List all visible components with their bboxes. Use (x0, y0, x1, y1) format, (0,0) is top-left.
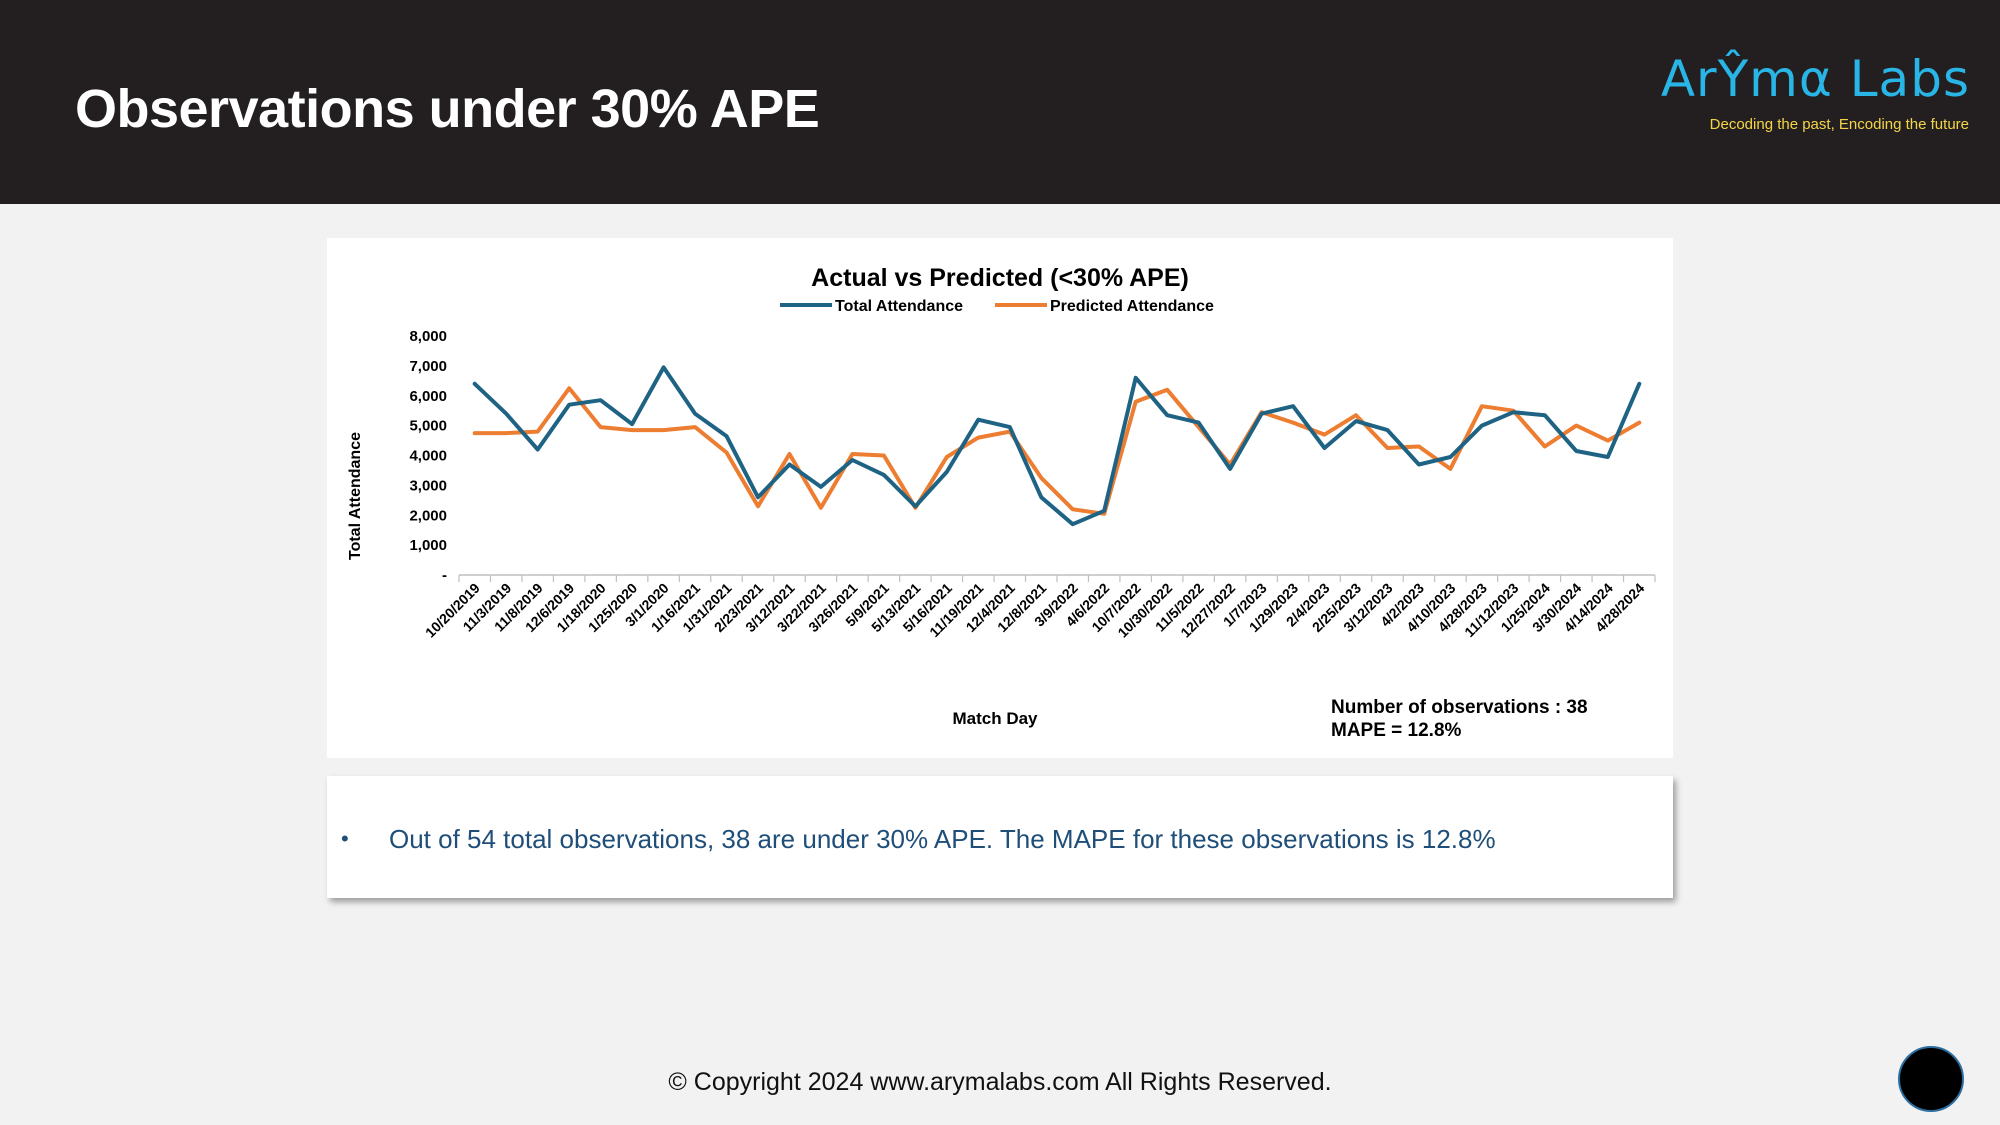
chart-card: Actual vs Predicted (<30% APE) Total Att… (327, 238, 1673, 758)
annotation-mape: MAPE = 12.8% (1331, 720, 1462, 741)
note-card: • Out of 54 total observations, 38 are u… (327, 776, 1673, 898)
x-axis-label: Match Day (952, 709, 1038, 728)
y-tick-label: 5,000 (409, 418, 447, 435)
y-tick-label: 8,000 (409, 328, 447, 345)
annotation-observations: Number of observations : 38 (1331, 697, 1588, 718)
y-tick-label: 2,000 (409, 507, 447, 524)
bullet-marker: • (341, 826, 349, 851)
x-axis: 10/20/201911/3/201911/8/201912/6/20191/1… (422, 574, 1656, 641)
y-tick-label: 6,000 (409, 388, 447, 405)
legend-label-total: Total Attendance (835, 298, 963, 315)
chart-title: Actual vs Predicted (<30% APE) (811, 264, 1189, 292)
series-line-predicted (472, 386, 1642, 516)
series-layer (472, 365, 1642, 527)
y-tick-label: - (442, 567, 447, 584)
y-axis-label: Total Attendance (347, 432, 364, 560)
y-tick-label: 1,000 (409, 537, 447, 554)
logo-name: ArŶmα Labs (1660, 50, 1970, 108)
logo-tagline: Decoding the past, Encoding the future (1709, 116, 1969, 133)
y-tick-label: 7,000 (409, 358, 447, 375)
series-line-total (472, 365, 1642, 527)
corner-circle (1898, 1046, 1964, 1112)
y-tick-label: 4,000 (409, 448, 447, 465)
page-title: Observations under 30% APE (75, 79, 820, 139)
y-tick-label: 3,000 (409, 477, 447, 494)
copyright-footer: © Copyright 2024 www.arymalabs.com All R… (668, 1068, 1332, 1096)
note-text: Out of 54 total observations, 38 are und… (389, 824, 1496, 854)
legend-label-predicted: Predicted Attendance (1050, 298, 1214, 315)
y-axis-ticks: - 1,000 2,000 3,000 4,000 5,000 6,000 7,000 8,00… (409, 328, 447, 584)
header-bar: Observations under 30% APE ArŶmα Labs De… (0, 0, 2000, 204)
line-chart: Actual vs Predicted (<30% APE) Total Att… (347, 264, 1656, 741)
chart-legend: Total Attendance Predicted Attendance (780, 298, 1214, 315)
